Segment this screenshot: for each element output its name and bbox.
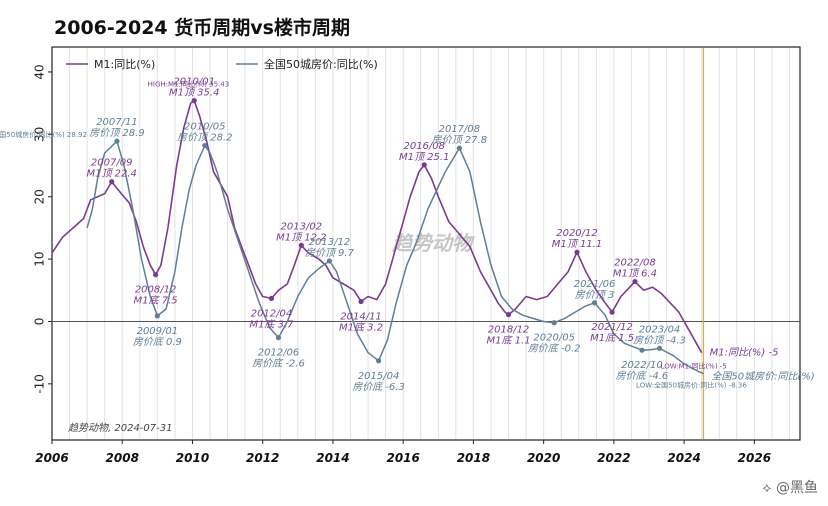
series-line-m1 — [51, 99, 703, 354]
annotation-label: M1顶 35.4 — [169, 88, 219, 99]
annotation-label: 2009/01 — [137, 326, 179, 337]
annotation-point — [574, 249, 580, 255]
annotation-point — [375, 358, 382, 364]
x-tick-label: 2018 — [457, 451, 490, 465]
x-tick-label: 2008 — [106, 451, 139, 465]
end-label: 全国50城房价:同比(%) — [711, 371, 814, 383]
annotation-point — [421, 162, 427, 168]
x-tick-label: 2022 — [597, 451, 630, 465]
annotation-label: 房价顶 27.8 — [432, 134, 487, 146]
annotation-label: 2016/08 — [403, 141, 445, 152]
annotation-label: M1顶 11.1 — [552, 239, 602, 250]
annotation-point — [505, 312, 512, 318]
x-tick-label: 2020 — [527, 451, 560, 465]
annotation-label: 2022/08 — [614, 258, 656, 269]
annotation-label: 2018/12 — [488, 325, 530, 336]
annotation-label: 房价底 -0.2 — [528, 343, 581, 355]
annotation-label: 2015/04 — [358, 371, 400, 382]
annotation-label: M1底 3.2 — [339, 322, 383, 334]
annotation-point — [456, 145, 462, 151]
watermark-text: 趋势动物 — [391, 231, 475, 255]
annotation-label: 房价顶 9.7 — [305, 247, 355, 259]
annotation-point — [109, 179, 115, 185]
y-tick-label: 10 — [33, 251, 47, 266]
x-tick-label: 2024 — [667, 451, 700, 465]
x-tick-label: 2006 — [35, 451, 68, 465]
annotation-label: 2021/12 — [591, 322, 633, 333]
signature-text: 趋势动物, 2024-07-31 — [68, 422, 172, 434]
legend-label: 全国50城房价:同比(%) — [264, 57, 378, 71]
annotation-label: 房价底 -4.6 — [616, 370, 669, 382]
annotation-point — [326, 258, 333, 264]
end-label: M1:同比(%) -5 — [710, 347, 779, 359]
x-tick-label: 2026 — [738, 451, 771, 465]
annotation-label: 2017/08 — [439, 124, 481, 135]
annotation-point — [268, 295, 275, 301]
annotation-label: 2021/06 — [574, 279, 616, 290]
y-tick-label: 0 — [33, 318, 47, 326]
y-tick-label: 30 — [33, 127, 47, 142]
extreme-label: LOW:全国50城房价:同比(%) -8.36 — [636, 381, 747, 390]
annotation-label: 2013/02 — [281, 221, 323, 232]
annotation-label: 2012/04 — [251, 308, 293, 319]
annotation-point — [358, 298, 364, 305]
annotation-label: M1底 1.5 — [590, 332, 634, 344]
annotation-point — [609, 309, 615, 315]
annotation-label: 2010/05 — [184, 122, 226, 133]
annotation-label: 2022/10 — [621, 360, 663, 371]
annotation-label: M1底 3.7 — [249, 318, 294, 330]
annotation-label: M1顶 6.4 — [613, 269, 657, 280]
annotation-label: 2020/12 — [556, 228, 598, 239]
annotation-label: 2013/12 — [309, 237, 351, 248]
annotation-point — [202, 142, 208, 149]
annotation-point — [191, 98, 197, 104]
annotation-point — [154, 313, 160, 319]
annotation-label: 房价顶 3 — [575, 289, 615, 301]
y-tick-label: 40 — [33, 64, 47, 79]
annotation-point — [639, 347, 645, 353]
annotation-label: 2023/04 — [639, 324, 681, 335]
annotation-label: 2020/05 — [533, 333, 575, 344]
annotation-point — [298, 242, 304, 248]
annotation-point — [114, 138, 120, 144]
annotation-label: 房价顶 28.2 — [177, 132, 232, 144]
annotation-label: M1顶 22.4 — [86, 169, 136, 180]
extreme-label: HIGH:全国50城房价:同比(%) 28.92 — [0, 130, 87, 139]
x-tick-label: 2012 — [246, 451, 279, 465]
annotation-label: 2007/09 — [91, 158, 133, 169]
annotation-label: 2014/11 — [340, 312, 382, 323]
annotation-point — [152, 272, 159, 278]
x-tick-label: 2014 — [316, 451, 349, 465]
y-tick-label: -10 — [33, 374, 47, 394]
chart-title: 2006-2024 货币周期vs楼市周期 — [54, 17, 350, 39]
annotation-label: 房价顶 28.9 — [89, 127, 144, 139]
annotation-label: 房价底 0.9 — [133, 336, 182, 348]
annotation-point — [275, 335, 282, 341]
annotation-point — [632, 278, 638, 285]
extreme-label: HIGH:M1:同比(%) 35.43 — [148, 80, 230, 89]
legend-label: M1:同比(%) — [94, 58, 155, 71]
annotation-label: 2010/01 — [173, 77, 215, 88]
extreme-label: LOW:M1:同比(%) -5 — [661, 362, 727, 371]
annotation-point — [551, 320, 557, 326]
annotation-label: M1顶 12.2 — [276, 232, 326, 243]
annotation-label: 房价顶 -4.3 — [633, 334, 686, 346]
annotation-label: 2008/12 — [135, 285, 177, 296]
corner-mark: ⟡ @黑鱼 — [762, 479, 818, 496]
y-tick-label: 20 — [33, 189, 47, 204]
annotation-point — [656, 345, 663, 351]
series-line-house-price — [86, 140, 704, 375]
x-tick-label: 2016 — [386, 451, 419, 465]
annotation-point — [591, 300, 598, 306]
annotation-label: M1底 7.5 — [134, 295, 178, 307]
plot-frame — [51, 46, 801, 441]
annotation-label: 2007/11 — [96, 117, 138, 128]
annotation-label: 房价底 -6.3 — [352, 381, 405, 393]
annotation-label: M1顶 25.1 — [399, 152, 449, 163]
annotation-label: 房价底 -2.6 — [252, 358, 305, 370]
x-tick-label: 2010 — [176, 451, 209, 465]
annotation-label: M1底 1.1 — [486, 335, 530, 347]
annotation-label: 2012/06 — [258, 348, 300, 359]
